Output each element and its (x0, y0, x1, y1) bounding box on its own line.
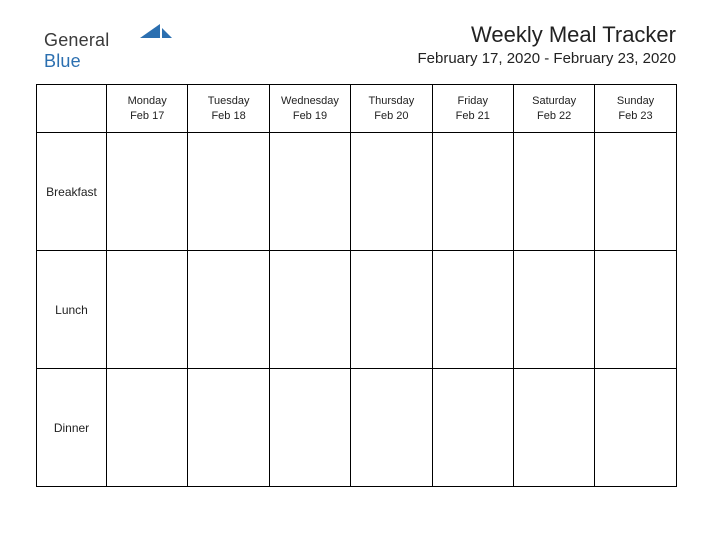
row-dinner: Dinner (37, 369, 677, 487)
cell[interactable] (107, 251, 188, 369)
cell[interactable] (269, 369, 350, 487)
weekday-label: Wednesday (281, 95, 339, 107)
meal-grid-container: Monday Feb 17 Tuesday Feb 18 Wednesday F… (36, 84, 676, 487)
cell[interactable] (513, 251, 594, 369)
meal-grid: Monday Feb 17 Tuesday Feb 18 Wednesday F… (36, 84, 677, 487)
row-breakfast: Breakfast (37, 133, 677, 251)
col-header-fri: Friday Feb 21 (432, 85, 513, 133)
row-lunch: Lunch (37, 251, 677, 369)
col-header-mon: Monday Feb 17 (107, 85, 188, 133)
col-header-wed: Wednesday Feb 19 (269, 85, 350, 133)
date-label: Feb 19 (293, 110, 327, 122)
cell[interactable] (432, 133, 513, 251)
logo-word-2: Blue (44, 51, 81, 71)
cell[interactable] (432, 369, 513, 487)
logo-sail-icon (138, 22, 174, 40)
cell[interactable] (432, 251, 513, 369)
cell[interactable] (269, 251, 350, 369)
date-label: Feb 22 (537, 110, 571, 122)
col-header-sat: Saturday Feb 22 (513, 85, 594, 133)
page-title: Weekly Meal Tracker (418, 22, 677, 48)
weekday-label: Tuesday (208, 95, 250, 107)
cell[interactable] (107, 133, 188, 251)
date-label: Feb 21 (456, 110, 490, 122)
row-label-dinner: Dinner (37, 369, 107, 487)
logo-word-1: General (44, 30, 109, 50)
date-range: February 17, 2020 - February 23, 2020 (418, 50, 677, 67)
weekday-label: Monday (128, 95, 167, 107)
date-label: Feb 18 (211, 110, 245, 122)
cell[interactable] (595, 251, 676, 369)
cell[interactable] (351, 251, 432, 369)
cell[interactable] (513, 369, 594, 487)
logo-text: General Blue (44, 30, 109, 72)
col-header-sun: Sunday Feb 23 (595, 85, 676, 133)
weekday-label: Sunday (617, 95, 654, 107)
cell[interactable] (595, 369, 676, 487)
header-row: Monday Feb 17 Tuesday Feb 18 Wednesday F… (37, 85, 677, 133)
date-label: Feb 17 (130, 110, 164, 122)
cell[interactable] (513, 133, 594, 251)
col-header-thu: Thursday Feb 20 (351, 85, 432, 133)
row-label-lunch: Lunch (37, 251, 107, 369)
weekday-label: Saturday (532, 95, 576, 107)
cell[interactable] (269, 133, 350, 251)
title-block: Weekly Meal Tracker February 17, 2020 - … (418, 22, 677, 67)
row-label-breakfast: Breakfast (37, 133, 107, 251)
cell[interactable] (107, 369, 188, 487)
cell[interactable] (351, 133, 432, 251)
date-label: Feb 20 (374, 110, 408, 122)
cell[interactable] (595, 133, 676, 251)
date-label: Feb 23 (618, 110, 652, 122)
cell[interactable] (188, 369, 269, 487)
weekday-label: Thursday (368, 95, 414, 107)
cell[interactable] (188, 133, 269, 251)
col-header-tue: Tuesday Feb 18 (188, 85, 269, 133)
corner-cell (37, 85, 107, 133)
logo: General Blue (44, 30, 109, 72)
header: General Blue Weekly Meal Tracker Februar… (0, 0, 712, 80)
cell[interactable] (351, 369, 432, 487)
cell[interactable] (188, 251, 269, 369)
weekday-label: Friday (457, 95, 488, 107)
